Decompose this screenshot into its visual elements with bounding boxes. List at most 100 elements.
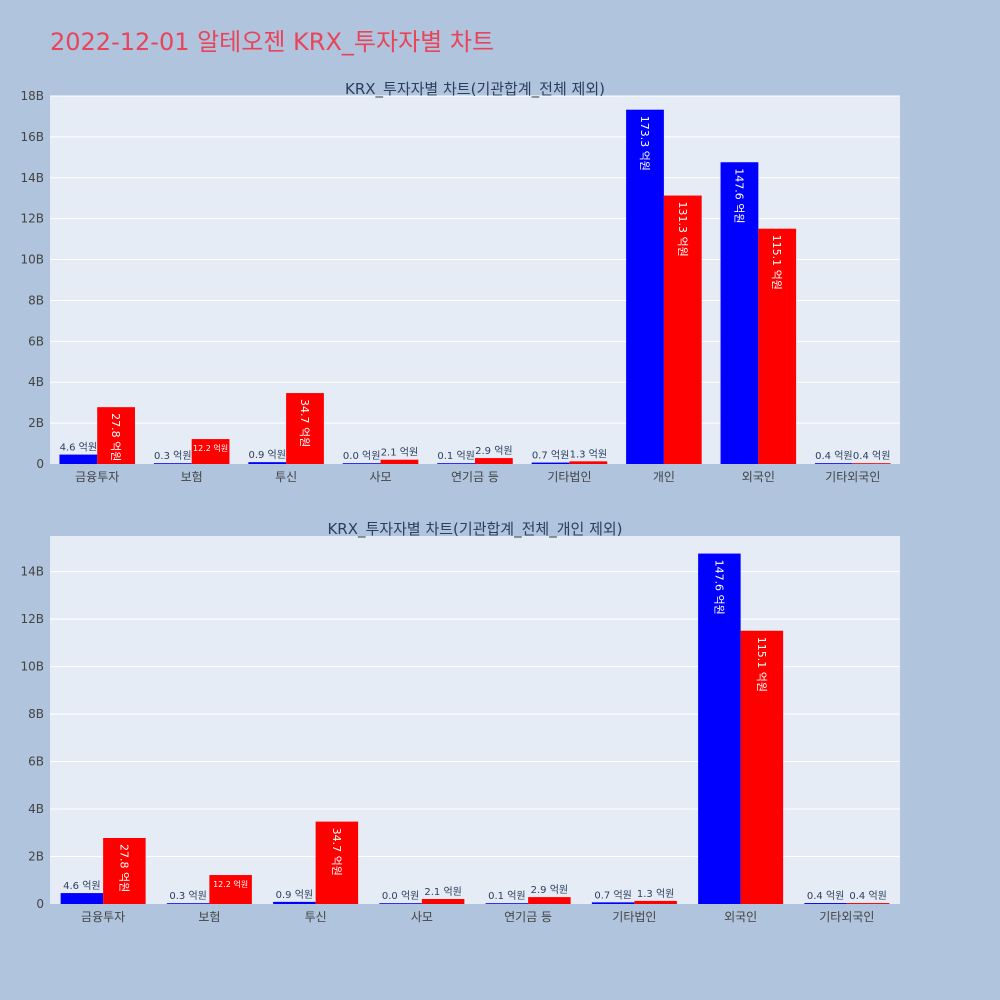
chart-title: KRX_투자자별 차트(기관합계_전체 제외) (345, 80, 605, 99)
x-tick-label: 투신 (305, 910, 327, 924)
bar-data-label: 34.7 억원 (330, 828, 343, 876)
y-tick-label: 12B (20, 612, 44, 626)
buy-bar (166, 903, 210, 904)
x-tick-label: 기타법인 (612, 910, 656, 924)
bar-data-label: 0.9 억원 (248, 449, 285, 461)
bar-data-label: 0.9 억원 (276, 889, 313, 901)
buy-bar (379, 903, 422, 904)
x-tick-label: 기타법인 (547, 470, 591, 484)
buy-bar (437, 463, 475, 464)
buy-bar (531, 462, 570, 464)
bar-data-label: 0.3 억원 (154, 450, 191, 462)
buy-bar (720, 162, 759, 465)
chart-title: KRX_투자자별 차트(기관합계_전체_개인 제외) (327, 520, 622, 539)
sell-bar (634, 900, 677, 904)
bar-data-label: 0.4 억원 (815, 450, 852, 462)
x-tick-label: 보험 (198, 910, 220, 924)
bar-data-label: 27.8 억원 (117, 844, 130, 892)
x-tick-label: 사모 (370, 470, 392, 484)
bar-data-label: 131.3 억원 (676, 202, 689, 257)
buy-bar (59, 454, 98, 464)
bar-data-label: 0.1 억원 (488, 890, 525, 902)
y-tick-label: 14B (20, 565, 44, 579)
y-tick-label: 2B (28, 416, 44, 430)
bar-data-label: 0.4 억원 (853, 450, 890, 462)
bar-data-label: 2.1 억원 (424, 886, 461, 898)
buy-bar (698, 553, 741, 904)
bar-data-label: 4.6 억원 (63, 880, 100, 892)
bar-data-label: 12.2 억원 (193, 443, 228, 453)
sell-bar (97, 407, 135, 464)
y-tick-label: 4B (28, 802, 44, 816)
bar-data-label: 27.8 억원 (109, 413, 122, 461)
sell-bar (103, 837, 146, 904)
bar-data-label: 147.6 억원 (712, 560, 725, 615)
bar-data-label: 115.1 억원 (770, 235, 783, 290)
x-tick-label: 금융투자 (75, 470, 119, 484)
y-tick-label: 6B (28, 334, 44, 348)
y-tick-label: 8B (28, 293, 44, 307)
sell-bar (209, 875, 252, 904)
bar-data-label: 115.1 억원 (755, 637, 768, 692)
sell-bar (852, 463, 891, 464)
buy-bar (485, 903, 529, 904)
bar-data-label: 0.1 억원 (437, 450, 474, 462)
bar-data-label: 0.0 억원 (343, 450, 380, 462)
bar-data-label: 173.3 억원 (638, 116, 651, 171)
buy-bar (273, 901, 316, 904)
sell-bar (315, 821, 359, 904)
y-tick-label: 10B (20, 253, 44, 267)
sell-bar (740, 630, 784, 904)
sell-bar (569, 461, 608, 464)
sell-bar (286, 393, 324, 464)
sell-bar (663, 195, 702, 464)
bar-data-label: 2.1 억원 (381, 447, 418, 459)
bar-data-label: 0.7 억원 (594, 889, 631, 901)
x-tick-label: 기타외국인 (825, 470, 880, 484)
y-tick-label: 8B (28, 707, 44, 721)
y-tick-label: 18B (20, 89, 44, 103)
x-tick-label: 기타외국인 (819, 910, 874, 924)
sell-bar (528, 897, 571, 904)
buy-bar (804, 903, 847, 904)
bar-data-label: 12.2 억원 (213, 879, 248, 889)
sell-bar (191, 439, 230, 464)
bar-data-label: 1.3 억원 (570, 448, 607, 460)
page-title: 2022-12-01 알테오젠 KRX_투자자별 차트 (50, 28, 495, 56)
buy-bar (248, 462, 287, 464)
x-tick-label: 연기금 등 (504, 910, 552, 924)
buy-bar (626, 109, 664, 464)
sell-bar (380, 459, 419, 464)
y-tick-label: 12B (20, 212, 44, 226)
y-tick-label: 16B (20, 130, 44, 144)
x-tick-label: 사모 (411, 910, 433, 924)
y-tick-label: 0 (36, 457, 44, 471)
sell-bar (475, 458, 513, 464)
x-tick-label: 보험 (181, 470, 203, 484)
bar-data-label: 1.3 억원 (637, 888, 674, 900)
buy-bar (815, 463, 853, 464)
y-tick-label: 10B (20, 660, 44, 674)
bar-data-label: 2.9 억원 (531, 884, 568, 896)
y-tick-label: 6B (28, 755, 44, 769)
buy-bar (60, 893, 104, 904)
y-tick-label: 14B (20, 171, 44, 185)
x-tick-label: 투신 (275, 470, 297, 484)
sell-bar (758, 228, 797, 464)
x-tick-label: 개인 (653, 470, 675, 484)
bar-data-label: 147.6 억원 (732, 168, 745, 223)
bar-data-label: 0.3 억원 (169, 890, 206, 902)
x-tick-label: 금융투자 (81, 910, 125, 924)
y-tick-label: 2B (28, 850, 44, 864)
buy-bar (342, 463, 381, 464)
bar-data-label: 0.0 억원 (382, 890, 419, 902)
y-tick-label: 4B (28, 375, 44, 389)
y-tick-label: 0 (36, 897, 44, 911)
sell-bar (421, 899, 465, 904)
sell-bar (846, 903, 890, 904)
chart-1: 0 2B 4B 6B 8B 10B 12B 14B 16B 18B KRX_투자자별 차트(기관합계… (20, 80, 900, 484)
bar-data-label: 0.4 억원 (849, 890, 886, 902)
buy-bar (153, 463, 192, 464)
x-tick-label: 연기금 등 (451, 470, 499, 484)
